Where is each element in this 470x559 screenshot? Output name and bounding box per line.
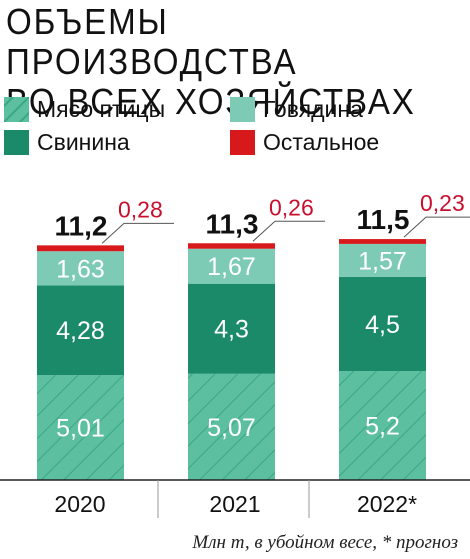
chart-bars: 5,01 4,28 1,63 11,2 0,28 5,07 4,3 1,67 11,3 0,26 5… xyxy=(37,190,470,480)
bar-pork-2020 xyxy=(37,285,124,376)
other-value-label-2020: 0,28 xyxy=(118,196,163,222)
bar-poultry-2022 xyxy=(339,371,426,480)
bar-beef-2020 xyxy=(37,251,124,286)
chart-title: ОБЪЕМЫ ПРОИЗВОДСТВА ВО ВСЕХ ХОЗЯЙСТВАХ xyxy=(6,2,429,122)
segment-label-poultry-2022: 5,2 xyxy=(365,413,400,441)
legend-item-poultry: Мясо птицы xyxy=(4,95,165,123)
legend-item-pork: Свинина xyxy=(4,128,130,156)
legend-item-other: Остальное xyxy=(230,128,379,156)
legend-label-beef: Говядина xyxy=(263,95,363,122)
legend-swatch-beef xyxy=(230,96,255,122)
other-value-label-2021: 0,26 xyxy=(269,194,314,220)
bar-pork-2021 xyxy=(188,283,275,374)
legend-item-beef: Говядина xyxy=(230,95,363,123)
bar-other-2021 xyxy=(188,243,275,249)
other-leader-line-2020 xyxy=(101,222,174,244)
total-label-2021: 11,3 xyxy=(206,208,259,239)
segment-label-beef-2022: 1,57 xyxy=(358,247,407,275)
segment-label-beef-2020: 1,63 xyxy=(56,255,105,283)
x-tick-label-2020: 2020 xyxy=(54,491,105,517)
legend-swatch-poultry xyxy=(4,96,29,122)
bar-other-2020 xyxy=(37,245,124,252)
bar-pork-2022 xyxy=(339,276,426,372)
chart-title-line-1: ОБЪЕМЫ ПРОИЗВОДСТВА xyxy=(6,1,298,82)
segment-label-pork-2021: 4,3 xyxy=(214,316,249,344)
bar-poultry-2021 xyxy=(188,373,275,480)
legend-label-pork: Свинина xyxy=(37,128,130,155)
other-leader-line-2021 xyxy=(252,220,325,242)
segment-label-poultry-2020: 5,01 xyxy=(56,415,105,443)
x-tick-label-2022: 2022* xyxy=(357,491,417,517)
bar-poultry-2020 xyxy=(37,375,124,480)
legend-swatch-pork xyxy=(4,129,29,155)
legend-label-poultry: Мясо птицы xyxy=(37,95,166,122)
bar-other-2022 xyxy=(339,239,426,244)
bar-beef-2022 xyxy=(339,243,426,277)
total-label-2022: 11,5 xyxy=(357,204,410,235)
segment-label-pork-2020: 4,28 xyxy=(56,317,105,345)
total-label-2020: 11,2 xyxy=(55,210,108,241)
other-leader-line-2022 xyxy=(403,216,470,238)
x-tick-label-2021: 2021 xyxy=(209,491,260,517)
bar-beef-2021 xyxy=(188,248,275,284)
segment-label-pork-2022: 4,5 xyxy=(365,311,400,339)
footnote: Млн т, в убойном весе, * прогноз xyxy=(192,532,458,553)
chart-title-line-2: ВО ВСЕХ ХОЗЯЙСТВАХ xyxy=(6,81,416,122)
x-axis: 2020 2021 2022* xyxy=(0,479,470,518)
segment-label-poultry-2021: 5,07 xyxy=(207,414,256,442)
segment-label-beef-2021: 1,67 xyxy=(207,253,256,281)
legend: Мясо птицы Говядина Свинина Остальное xyxy=(0,90,470,160)
legend-label-other: Остальное xyxy=(263,128,380,155)
other-value-label-2022: 0,23 xyxy=(420,190,465,216)
legend-swatch-other xyxy=(230,129,255,155)
